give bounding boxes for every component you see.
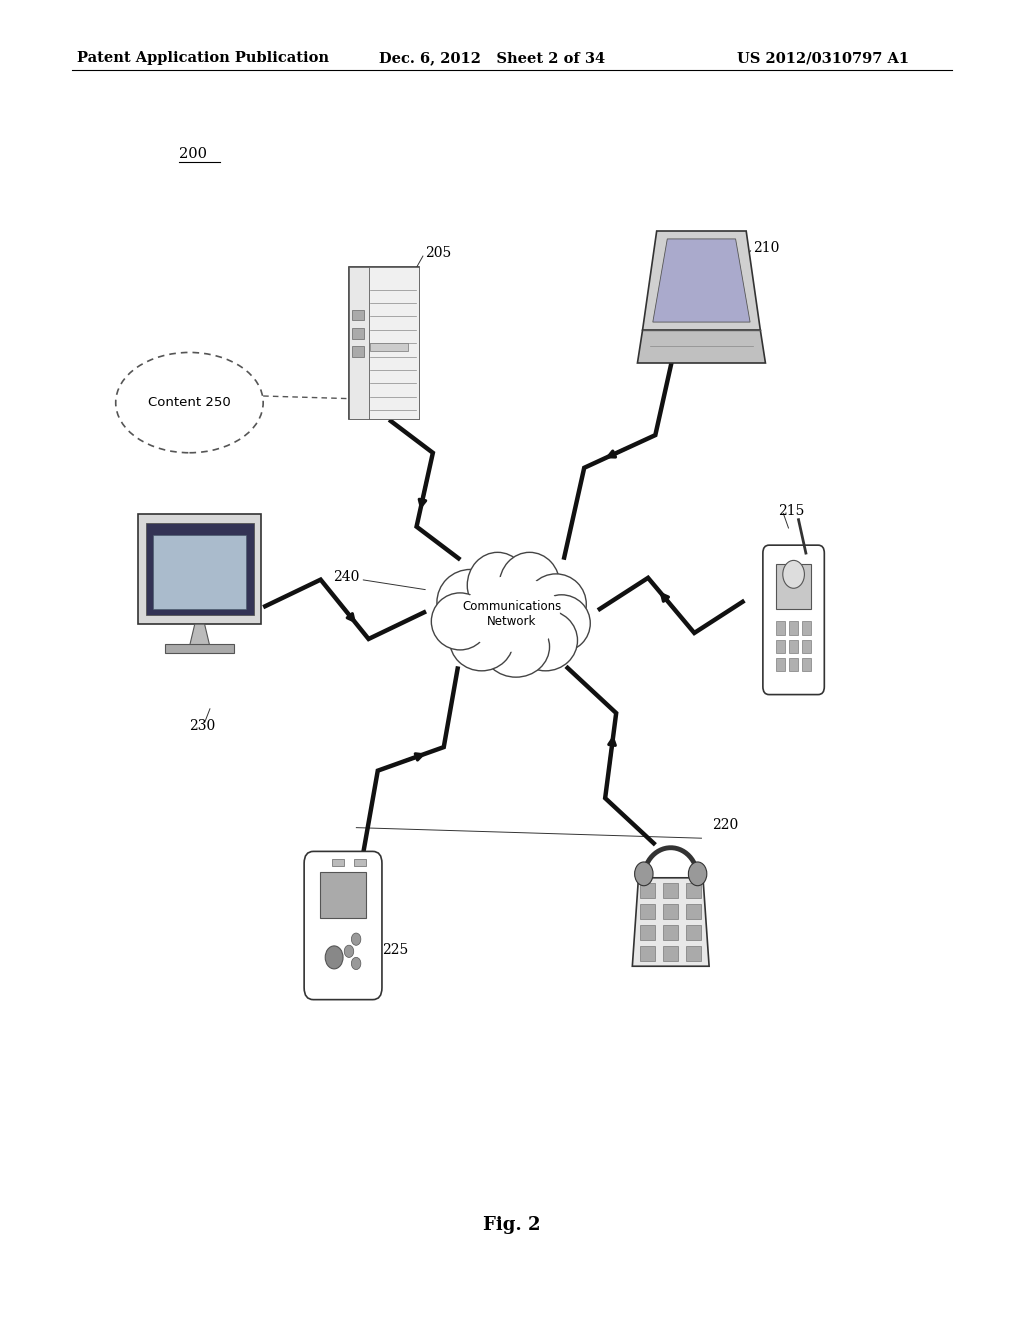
Text: US 2012/0310797 A1: US 2012/0310797 A1 (737, 51, 909, 65)
Bar (776, 657, 785, 672)
Bar (802, 640, 811, 653)
Bar (776, 564, 811, 610)
Polygon shape (637, 330, 766, 363)
Bar (165, 644, 234, 652)
Polygon shape (633, 878, 709, 966)
Bar (686, 946, 701, 961)
Text: 230: 230 (189, 719, 216, 733)
Bar (640, 946, 655, 961)
Ellipse shape (514, 610, 578, 671)
Bar (802, 657, 811, 672)
FancyBboxPatch shape (304, 851, 382, 999)
Text: 200: 200 (179, 147, 207, 161)
Ellipse shape (116, 352, 263, 453)
Bar (153, 535, 247, 609)
Bar (640, 883, 655, 898)
Circle shape (351, 933, 360, 945)
Ellipse shape (450, 610, 514, 671)
Text: 205: 205 (425, 247, 452, 260)
Bar (370, 343, 409, 351)
Text: Patent Application Publication: Patent Application Publication (77, 51, 329, 65)
Circle shape (351, 957, 360, 970)
Text: Fig. 2: Fig. 2 (483, 1216, 541, 1234)
Ellipse shape (482, 616, 550, 677)
Bar (138, 515, 261, 624)
Bar (145, 523, 254, 615)
Bar (776, 622, 785, 635)
Ellipse shape (532, 595, 590, 652)
Bar (664, 925, 679, 940)
Bar (790, 640, 798, 653)
Text: 220: 220 (712, 818, 738, 832)
Bar (790, 622, 798, 635)
Bar (686, 883, 701, 898)
Circle shape (344, 945, 353, 957)
Circle shape (326, 946, 343, 969)
Bar (352, 310, 364, 321)
Circle shape (688, 862, 707, 886)
Ellipse shape (500, 552, 560, 618)
Ellipse shape (437, 569, 504, 635)
Text: Dec. 6, 2012   Sheet 2 of 34: Dec. 6, 2012 Sheet 2 of 34 (379, 51, 605, 65)
FancyBboxPatch shape (763, 545, 824, 694)
Bar (776, 640, 785, 653)
Circle shape (782, 561, 805, 589)
Text: 225: 225 (382, 944, 409, 957)
Text: 240: 240 (333, 570, 359, 583)
Text: Communications
Network: Communications Network (463, 599, 561, 628)
Bar (686, 904, 701, 919)
Bar (321, 873, 366, 917)
Bar (664, 883, 679, 898)
Bar (790, 657, 798, 672)
Ellipse shape (464, 576, 560, 652)
Bar (352, 329, 364, 339)
Polygon shape (643, 231, 760, 330)
Text: 210: 210 (753, 242, 779, 255)
Ellipse shape (467, 552, 528, 618)
Bar (333, 859, 344, 866)
Polygon shape (653, 239, 750, 322)
Bar (369, 267, 419, 420)
Bar (349, 267, 419, 420)
Bar (349, 267, 369, 420)
Ellipse shape (428, 548, 596, 680)
Bar (664, 946, 679, 961)
Bar (802, 622, 811, 635)
Text: 215: 215 (778, 504, 805, 517)
Bar (640, 904, 655, 919)
Polygon shape (189, 624, 210, 645)
Bar (640, 925, 655, 940)
Bar (352, 346, 364, 356)
Bar (686, 925, 701, 940)
Ellipse shape (525, 574, 587, 635)
Bar (353, 859, 366, 866)
Text: Content 250: Content 250 (148, 396, 230, 409)
Bar (664, 904, 679, 919)
Circle shape (635, 862, 653, 886)
Ellipse shape (431, 593, 488, 649)
